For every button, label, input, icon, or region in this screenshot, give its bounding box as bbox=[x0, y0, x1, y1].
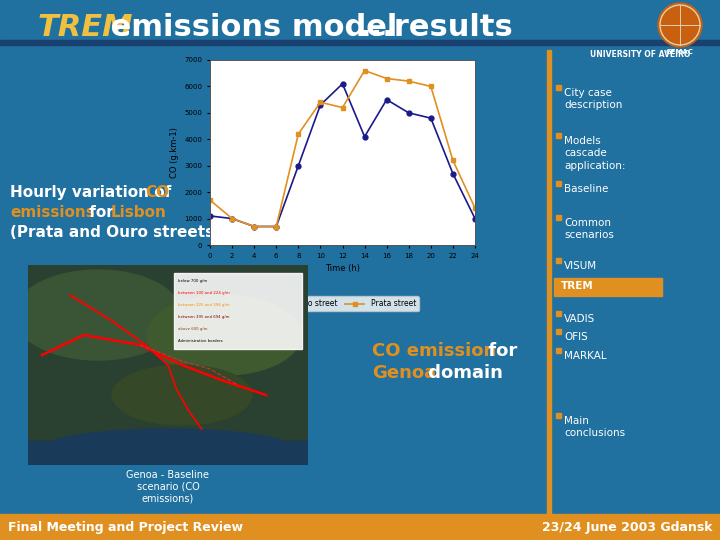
Text: Baseline: Baseline bbox=[564, 184, 608, 194]
Text: Genoa - Baseline
scenario (CO
emissions): Genoa - Baseline scenario (CO emissions) bbox=[127, 470, 210, 503]
Bar bbox=[0, 40, 720, 45]
X-axis label: Time (h): Time (h) bbox=[325, 264, 360, 273]
Text: between 395 and 694 g/m: between 395 and 694 g/m bbox=[178, 315, 229, 319]
Bar bbox=[556, 258, 561, 263]
Text: between 100 and 224 g/m: between 100 and 224 g/m bbox=[178, 291, 230, 295]
Bar bbox=[556, 181, 561, 186]
Bar bbox=[547, 50, 551, 514]
Bar bbox=[0, 514, 720, 540]
Text: Final Meeting and Project Review: Final Meeting and Project Review bbox=[8, 521, 243, 534]
Bar bbox=[556, 413, 561, 418]
Ellipse shape bbox=[112, 365, 252, 425]
Text: GEMAC: GEMAC bbox=[666, 49, 694, 55]
Bar bbox=[556, 311, 561, 316]
Text: Main
conclusions: Main conclusions bbox=[564, 416, 625, 438]
Text: TREM: TREM bbox=[38, 14, 133, 43]
Text: for: for bbox=[482, 342, 517, 360]
Text: between 225 and 394 g/m: between 225 and 394 g/m bbox=[178, 303, 230, 307]
Text: MARKAL: MARKAL bbox=[564, 351, 607, 361]
Legend: Ouro street, Prata street: Ouro street, Prata street bbox=[266, 296, 419, 312]
Text: (Prata and Ouro streets): (Prata and Ouro streets) bbox=[10, 225, 221, 240]
Bar bbox=[28, 441, 308, 465]
Text: Models
cascade
application:: Models cascade application: bbox=[564, 136, 626, 171]
Text: VISUM: VISUM bbox=[564, 261, 597, 271]
Bar bbox=[556, 215, 561, 220]
Text: Administrative borders: Administrative borders bbox=[178, 339, 222, 343]
Text: UNIVERSITY OF AVEIRO: UNIVERSITY OF AVEIRO bbox=[590, 50, 690, 59]
Bar bbox=[174, 273, 302, 349]
Text: emissions: emissions bbox=[10, 205, 95, 220]
Text: Common
scenarios: Common scenarios bbox=[564, 218, 614, 240]
Text: ...results: ...results bbox=[360, 14, 514, 43]
Text: below 700 g/m: below 700 g/m bbox=[178, 279, 207, 283]
Bar bbox=[556, 329, 561, 334]
Ellipse shape bbox=[147, 295, 301, 375]
Text: OFIS: OFIS bbox=[564, 332, 588, 342]
Text: for: for bbox=[84, 205, 119, 220]
Text: City case
description: City case description bbox=[564, 88, 622, 110]
Text: TREM: TREM bbox=[561, 281, 594, 291]
Text: CO emission: CO emission bbox=[372, 342, 496, 360]
Bar bbox=[556, 85, 561, 90]
Ellipse shape bbox=[14, 270, 182, 360]
Text: emissions model: emissions model bbox=[100, 14, 397, 43]
Bar bbox=[556, 133, 561, 138]
Text: VADIS: VADIS bbox=[564, 314, 595, 324]
Bar bbox=[554, 278, 662, 296]
Text: domain: domain bbox=[422, 364, 503, 382]
Text: above 600 g/m: above 600 g/m bbox=[178, 327, 207, 331]
Bar bbox=[556, 348, 561, 353]
Text: Hourly variation of: Hourly variation of bbox=[10, 185, 176, 200]
Text: Genoa: Genoa bbox=[372, 364, 436, 382]
Ellipse shape bbox=[42, 429, 294, 469]
Text: Lisbon: Lisbon bbox=[111, 205, 167, 220]
Y-axis label: CO (g.km-1): CO (g.km-1) bbox=[170, 127, 179, 178]
Text: 23/24 June 2003 Gdansk: 23/24 June 2003 Gdansk bbox=[541, 521, 712, 534]
Text: CO: CO bbox=[145, 185, 169, 200]
Circle shape bbox=[658, 3, 702, 47]
